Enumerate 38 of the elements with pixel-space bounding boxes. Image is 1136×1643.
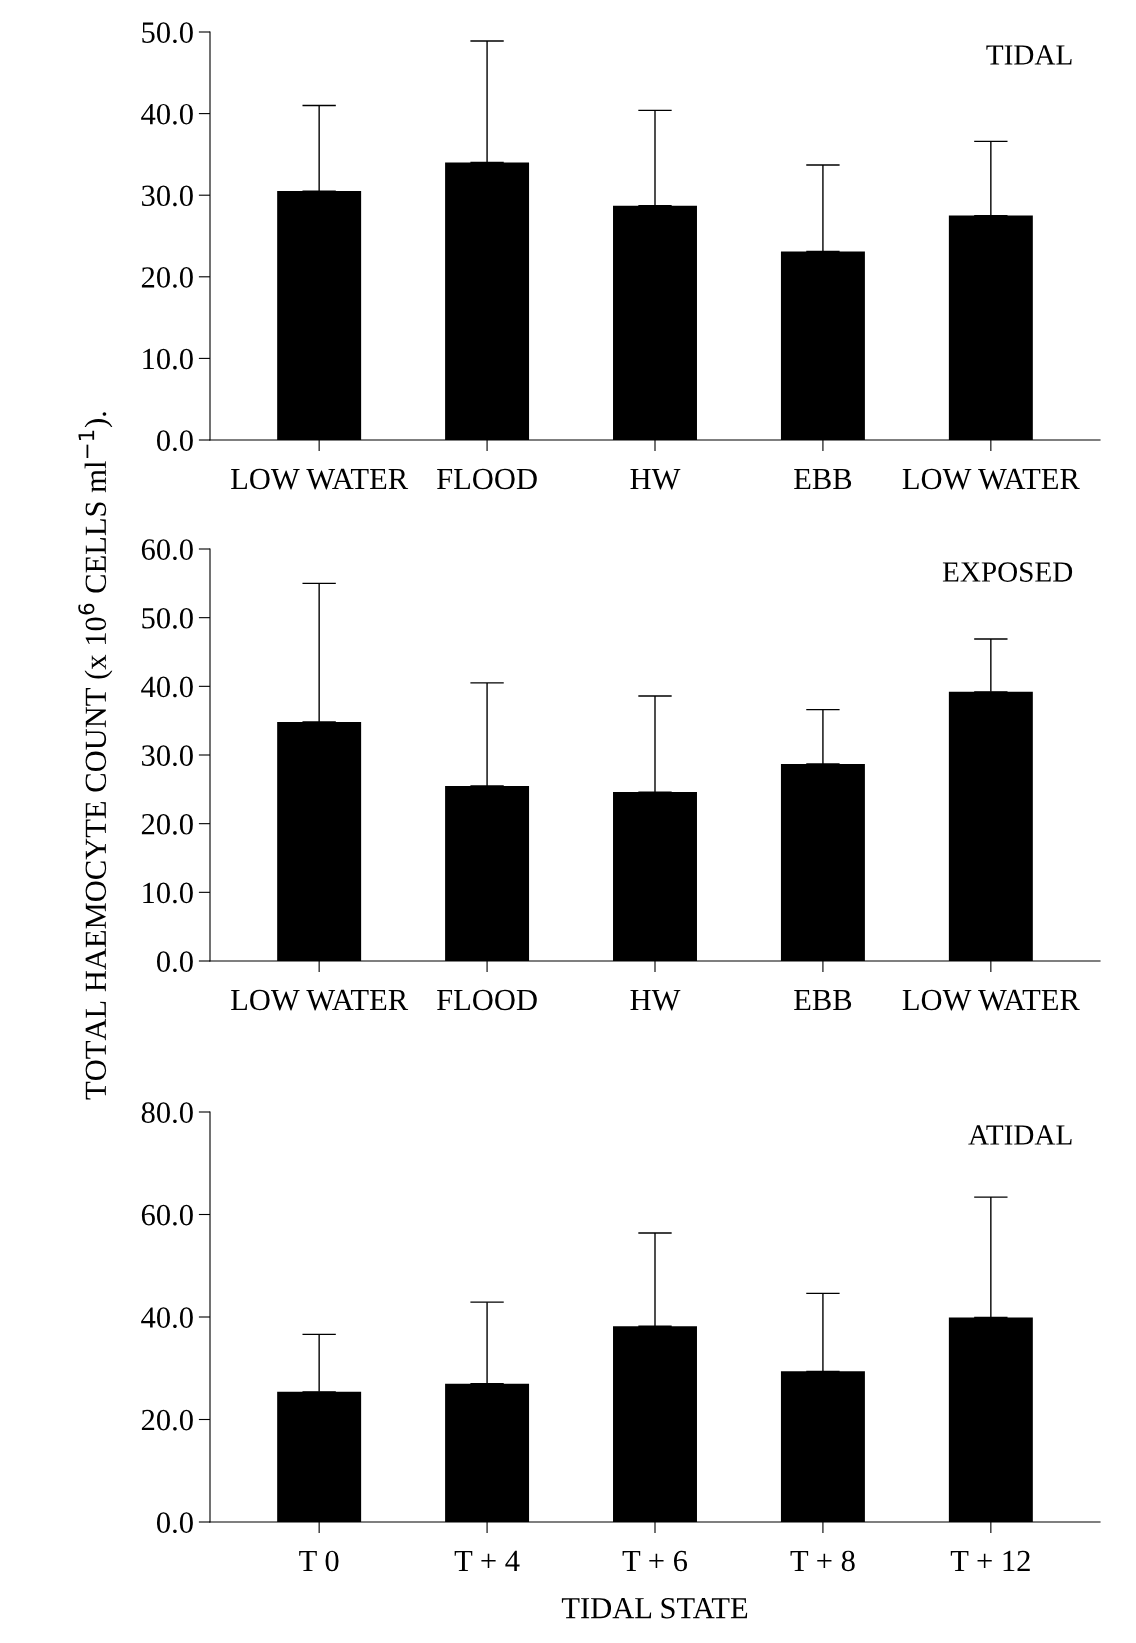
x-tick-label: LOW WATER [231,989,409,1011]
y-axis-title: TOTAL HAEMOCYTE COUNT (x 10$^{6}$ CELLS ml$^{−1}$). [78,412,113,1100]
x-tick-label: LOW WATER [902,989,1080,1011]
y-tick-label: 10.0 [143,882,193,904]
y-tick-label: 40.0 [141,676,193,698]
y-tick-label: 20.0 [141,813,193,835]
y-tick-label: 30.0 [142,745,193,767]
x-tick-label: T 0 [299,1550,339,1572]
chart-title: TIDAL [986,45,1072,65]
y-tick-label: 20.0 [141,267,193,288]
y-tick-label: 40.0 [141,1307,193,1329]
x-axis-title: TIDAL STATE [561,1597,748,1619]
x-tick-label: EBB [794,468,852,490]
y-tick-label: 80.0 [141,1102,193,1124]
y-tick-label: 50.0 [142,607,193,629]
chart-title: ATIDAL [968,1125,1072,1145]
x-tick-label: HW [630,989,681,1011]
x-tick-label: EBB [794,989,852,1011]
y-tick-label: 0.0 [157,1512,193,1534]
y-tick-label: 50.0 [142,22,193,44]
y-tick-label: 60.0 [141,539,193,561]
x-tick-label: FLOOD [437,989,537,1011]
y-tick-label: 0.0 [157,951,193,973]
y-tick-label: 40.0 [141,103,193,125]
y-tick-label: 60.0 [141,1204,193,1226]
x-tick-label: HW [630,468,681,490]
x-tick-label: FLOOD [437,468,537,490]
x-tick-label: LOW WATER [231,468,409,490]
x-tick-label: T + 4 [454,1550,520,1571]
x-tick-label: LOW WATER [902,468,1080,490]
chart-title: EXPOSED [942,562,1073,582]
x-tick-label: T + 8 [790,1550,855,1572]
y-tick-label: 0.0 [157,430,193,452]
x-tick-label: T + 6 [622,1550,688,1572]
y-tick-label: 30.0 [142,185,193,207]
y-tick-label: 20.0 [141,1409,193,1431]
y-tick-label: 10.0 [143,348,193,370]
x-tick-label: T + 12 [950,1550,1030,1571]
